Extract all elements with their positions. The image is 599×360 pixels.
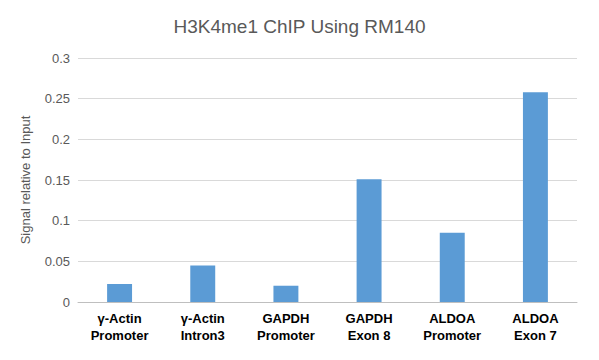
- svg-text:γ-Actin: γ-Actin: [181, 311, 225, 326]
- svg-text:ALDOA: ALDOA: [512, 311, 559, 326]
- svg-text:Promoter: Promoter: [257, 328, 315, 343]
- svg-text:0.1: 0.1: [52, 213, 70, 228]
- svg-text:0.25: 0.25: [45, 91, 70, 106]
- svg-text:0: 0: [63, 295, 70, 310]
- svg-text:ALDOA: ALDOA: [429, 311, 476, 326]
- svg-text:Promoter: Promoter: [423, 328, 481, 343]
- svg-text:Signal relative to Input: Signal relative to Input: [18, 115, 33, 244]
- svg-text:0.05: 0.05: [45, 254, 70, 269]
- svg-text:0.2: 0.2: [52, 132, 70, 147]
- svg-text:Exon 8: Exon 8: [348, 328, 391, 343]
- svg-text:0.3: 0.3: [52, 51, 70, 66]
- svg-text:0.15: 0.15: [45, 173, 70, 188]
- svg-text:γ-Actin: γ-Actin: [98, 311, 142, 326]
- svg-text:GAPDH: GAPDH: [346, 311, 393, 326]
- svg-text:Exon 7: Exon 7: [514, 328, 557, 343]
- svg-text:GAPDH: GAPDH: [262, 311, 309, 326]
- svg-text:Intron3: Intron3: [181, 328, 225, 343]
- svg-text:Promoter: Promoter: [91, 328, 149, 343]
- svg-text:H3K4me1 ChIP Using RM140: H3K4me1 ChIP Using RM140: [173, 16, 425, 37]
